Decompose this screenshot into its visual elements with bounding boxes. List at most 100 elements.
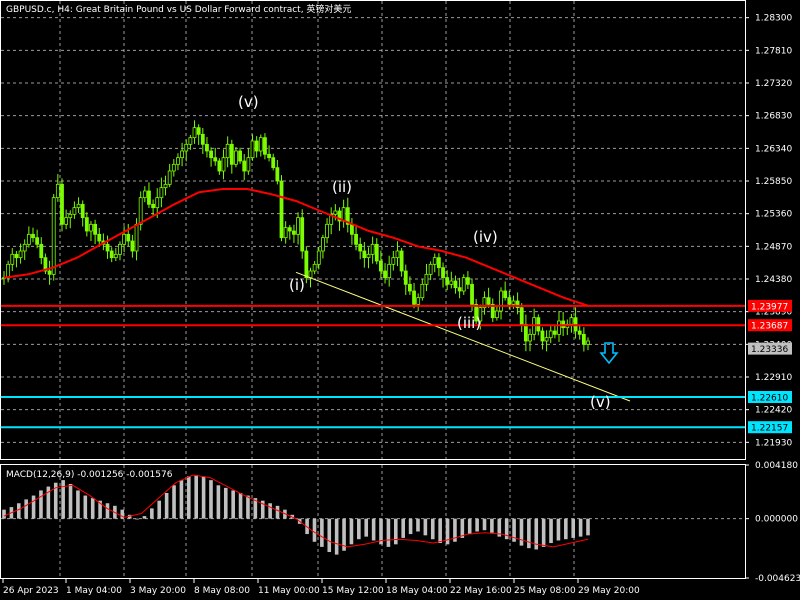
candle[interactable] — [130, 234, 135, 258]
price-line-target-1[interactable]: 1.22610 — [1, 391, 792, 404]
candle[interactable] — [188, 134, 193, 150]
candle[interactable] — [321, 234, 325, 259]
candle[interactable] — [267, 145, 271, 162]
candle[interactable] — [465, 271, 470, 290]
candle[interactable] — [503, 281, 508, 301]
price-line-resistance-lower[interactable]: 1.23687 — [1, 319, 792, 332]
candle[interactable] — [31, 227, 35, 243]
candle[interactable] — [374, 238, 379, 265]
candle[interactable] — [151, 199, 156, 217]
candle[interactable] — [93, 219, 98, 245]
candle[interactable] — [200, 128, 205, 154]
candle[interactable] — [238, 147, 242, 164]
candle[interactable] — [258, 134, 263, 157]
candle[interactable] — [22, 239, 27, 260]
candle[interactable] — [205, 136, 209, 158]
candle[interactable] — [167, 163, 172, 188]
candle[interactable] — [47, 260, 52, 285]
candle[interactable] — [424, 263, 429, 292]
candle[interactable] — [312, 261, 317, 275]
candle[interactable] — [35, 229, 40, 249]
candle[interactable] — [89, 221, 93, 242]
candle[interactable] — [461, 274, 466, 295]
candle[interactable] — [171, 159, 176, 177]
candle[interactable] — [76, 197, 81, 213]
candle[interactable] — [279, 175, 284, 242]
candle[interactable] — [209, 147, 213, 167]
candle[interactable] — [573, 307, 578, 339]
time-axis[interactable]: 26 Apr 2023 1 May 04:00 3 May 20:00 8 May 0… — [2, 579, 640, 596]
price-line-resistance-upper[interactable]: 1.23977 — [1, 299, 792, 313]
price-lines[interactable]: 1.23977 1.23687 1.23336 1.22610 1.22157 — [1, 299, 792, 434]
candle[interactable] — [395, 241, 400, 267]
candle[interactable] — [43, 253, 48, 275]
candle[interactable] — [581, 327, 586, 352]
candle[interactable] — [225, 136, 230, 168]
candle[interactable] — [51, 194, 56, 281]
candle[interactable] — [283, 221, 288, 244]
candle[interactable] — [192, 120, 197, 144]
candle[interactable] — [159, 177, 164, 208]
candle[interactable] — [486, 287, 491, 308]
candle[interactable] — [229, 139, 234, 174]
candle[interactable] — [68, 210, 73, 229]
candle[interactable] — [18, 243, 23, 264]
candle[interactable] — [457, 277, 462, 299]
candle[interactable] — [577, 325, 582, 340]
candle[interactable] — [370, 236, 375, 264]
candle[interactable] — [436, 253, 441, 277]
candle[interactable] — [548, 326, 553, 344]
candle[interactable] — [72, 201, 77, 219]
candle[interactable] — [420, 279, 425, 301]
candle[interactable] — [391, 250, 396, 271]
candle[interactable] — [345, 197, 350, 233]
candle[interactable] — [147, 182, 151, 209]
price-line-target-2[interactable]: 1.22157 — [1, 421, 792, 434]
candle[interactable] — [441, 262, 445, 288]
candle[interactable] — [246, 148, 251, 175]
candle[interactable] — [358, 237, 363, 260]
candle[interactable] — [519, 303, 524, 333]
candle[interactable] — [55, 174, 60, 202]
candle[interactable] — [412, 282, 416, 309]
candle[interactable] — [586, 337, 590, 351]
candle[interactable] — [428, 261, 433, 281]
candle[interactable] — [515, 292, 520, 315]
candle[interactable] — [304, 246, 309, 284]
candle[interactable] — [552, 325, 557, 339]
candle[interactable] — [242, 154, 247, 181]
trend-line[interactable] — [295, 271, 631, 402]
candle[interactable] — [300, 209, 305, 259]
candle[interactable] — [557, 310, 561, 342]
candle[interactable] — [432, 253, 437, 273]
candle[interactable] — [287, 224, 292, 240]
candle[interactable] — [250, 134, 255, 161]
candle[interactable] — [26, 226, 31, 248]
candle[interactable] — [416, 293, 421, 312]
candle[interactable] — [84, 212, 89, 237]
candle[interactable] — [275, 160, 280, 185]
candle[interactable] — [39, 237, 44, 265]
candle[interactable] — [217, 158, 222, 175]
candle[interactable] — [474, 299, 479, 324]
candle[interactable] — [354, 224, 358, 251]
candle[interactable] — [523, 314, 528, 352]
candle[interactable] — [325, 218, 329, 244]
candle[interactable] — [142, 186, 147, 203]
candle[interactable] — [569, 313, 574, 333]
candle[interactable] — [296, 212, 300, 245]
candle[interactable] — [109, 247, 114, 263]
candle[interactable] — [494, 305, 499, 321]
candle[interactable] — [176, 153, 180, 171]
candle[interactable] — [366, 247, 371, 269]
candle[interactable] — [499, 287, 503, 320]
candle[interactable] — [292, 224, 296, 243]
candle[interactable] — [403, 264, 408, 295]
candle[interactable] — [350, 217, 354, 245]
candle[interactable] — [387, 255, 392, 287]
candle[interactable] — [221, 149, 226, 180]
candle[interactable] — [449, 271, 454, 289]
candle[interactable] — [97, 227, 102, 246]
candles[interactable] — [2, 120, 590, 352]
